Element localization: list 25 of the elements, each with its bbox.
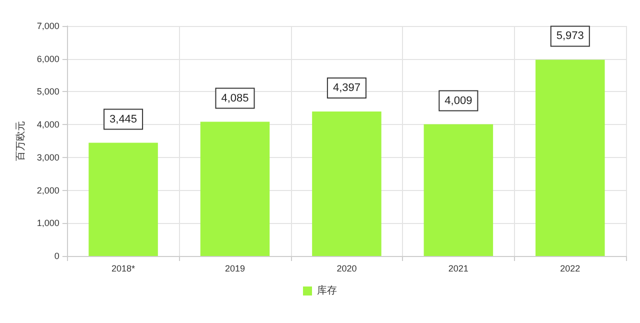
legend-label: 库存 xyxy=(317,284,337,296)
x-tick-label: 2019 xyxy=(224,264,246,274)
y-tick-label: 5,000 xyxy=(36,86,60,97)
data-label: 4,085 xyxy=(221,92,249,104)
y-tick-label: 0 xyxy=(54,251,60,261)
y-axis-title: 百万欧元 xyxy=(16,121,26,161)
y-tick-label: 6,000 xyxy=(36,54,60,64)
bar xyxy=(88,142,158,256)
bar xyxy=(312,112,382,256)
x-tick-label: 2020 xyxy=(336,264,357,274)
y-tick-label: 7,000 xyxy=(36,21,60,31)
bar xyxy=(200,122,270,256)
data-label: 3,445 xyxy=(110,113,138,126)
y-tick-label: 1,000 xyxy=(36,218,60,228)
x-tick-label: 2021 xyxy=(448,264,468,274)
bar xyxy=(536,60,605,256)
y-tick-label: 4,000 xyxy=(36,120,60,130)
y-tick-label: 3,000 xyxy=(36,152,60,162)
data-label: 4,009 xyxy=(444,94,472,107)
x-tick-label: 2018* xyxy=(112,264,136,274)
data-label: 5,973 xyxy=(556,30,584,42)
bar xyxy=(424,124,494,256)
x-tick-label: 2022 xyxy=(560,264,580,274)
y-tick-label: 2,000 xyxy=(36,185,60,196)
data-label: 4,397 xyxy=(332,82,360,94)
